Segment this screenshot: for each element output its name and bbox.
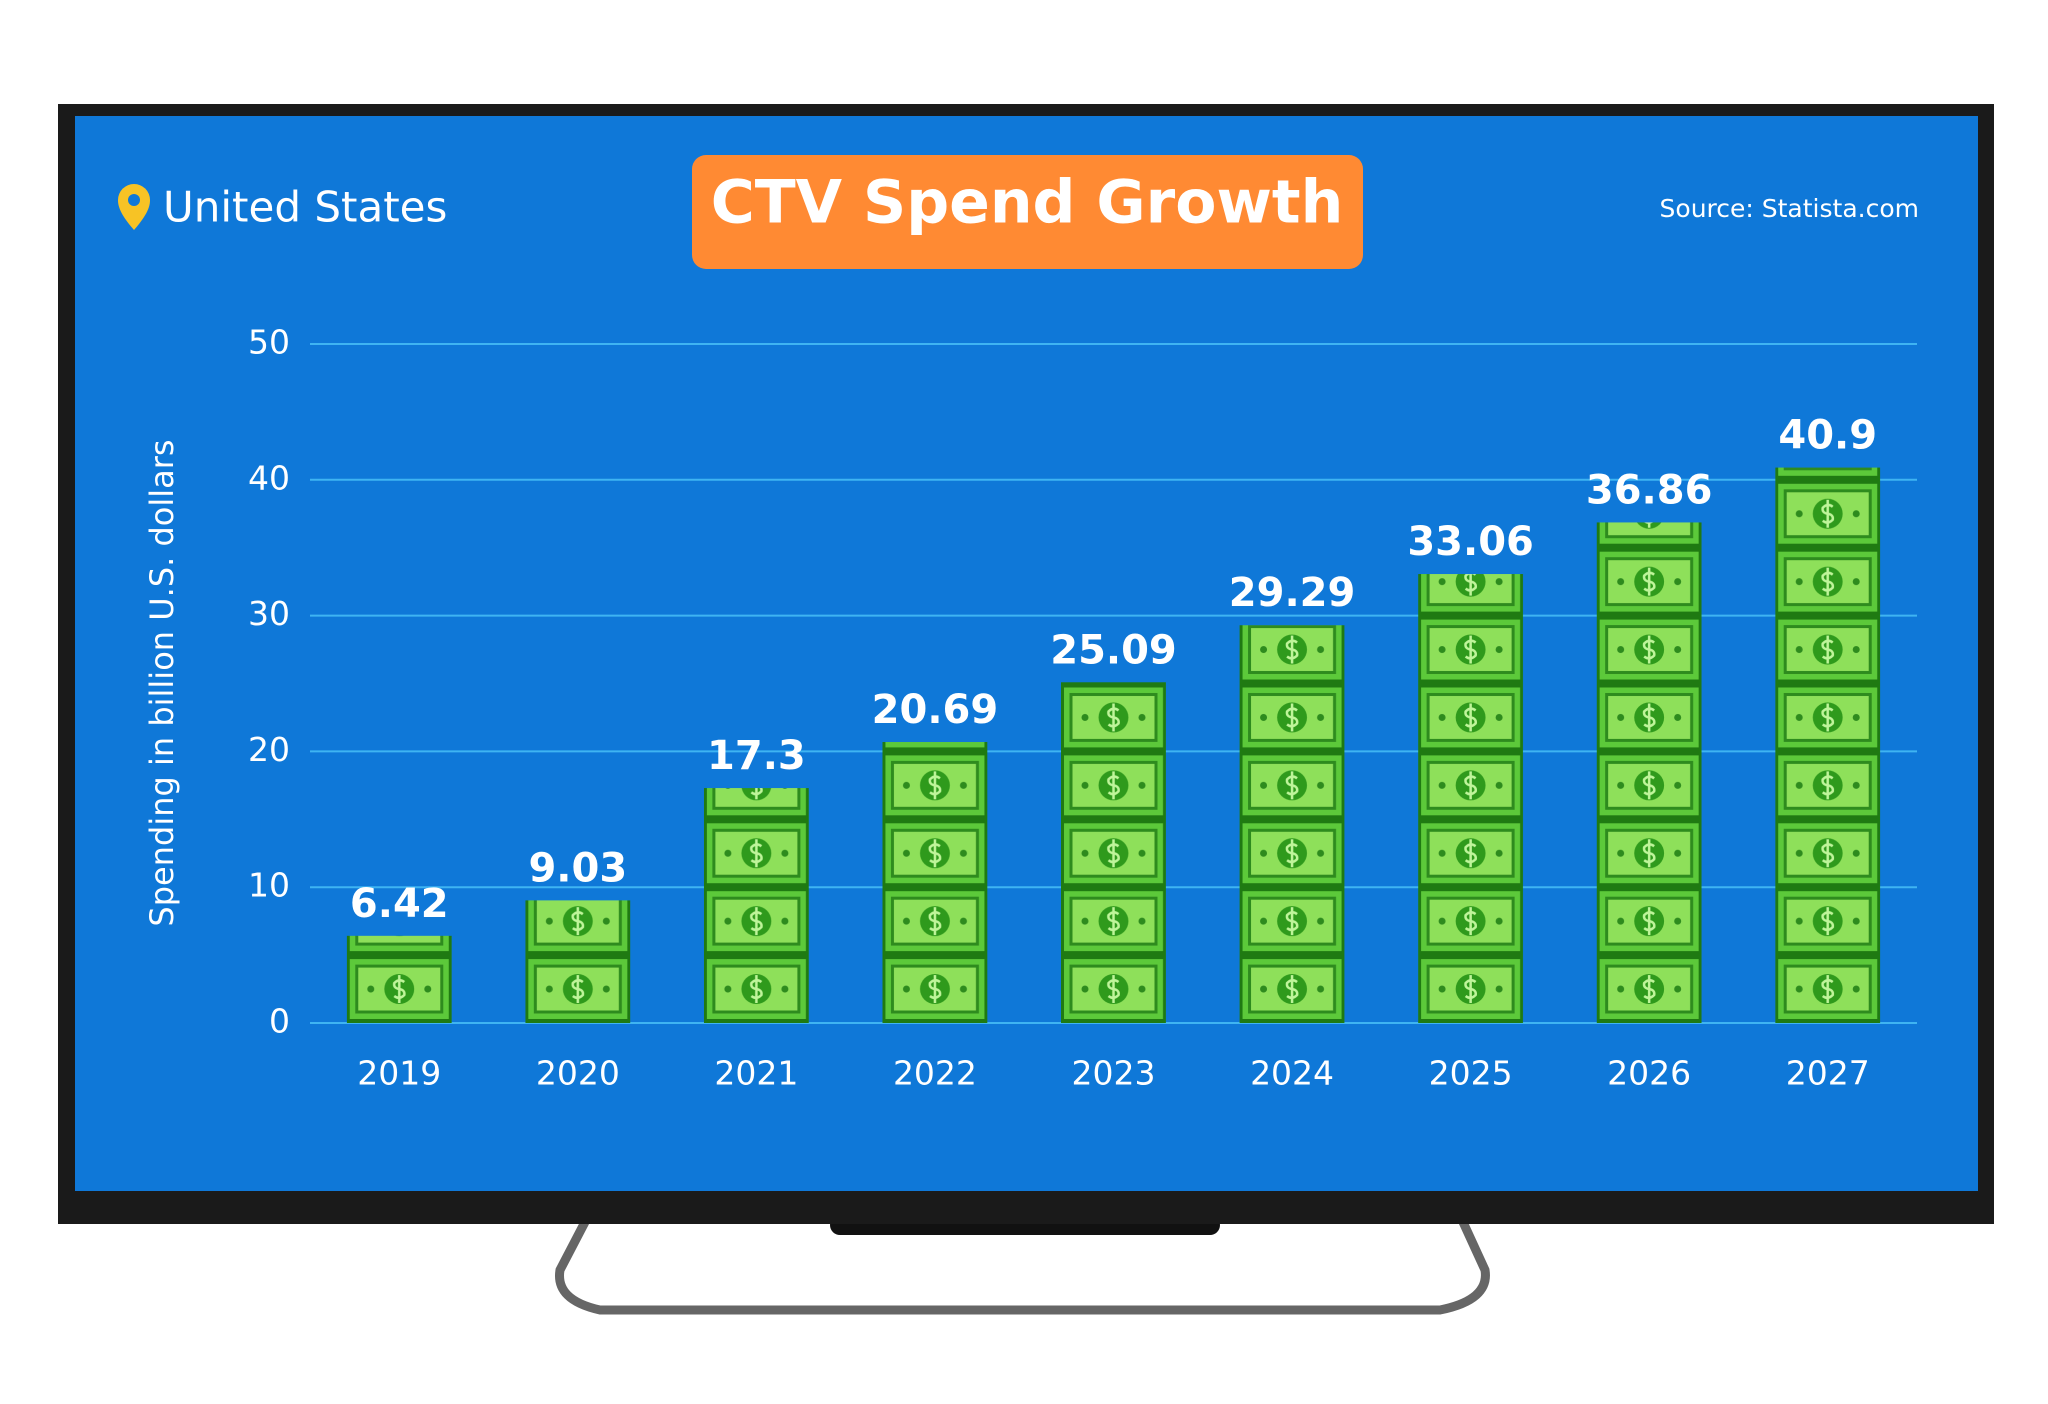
bar	[1239, 625, 1345, 1023]
y-tick-label: 50	[248, 323, 290, 362]
x-tick-label: 2022	[893, 1054, 977, 1093]
bar	[1061, 682, 1166, 1023]
bar	[525, 900, 631, 1023]
x-tick-label: 2021	[714, 1054, 798, 1093]
value-label: 25.09	[1050, 627, 1177, 673]
x-tick-label: 2020	[536, 1054, 620, 1093]
value-label: 6.42	[350, 881, 449, 927]
bar	[1596, 522, 1702, 1023]
x-tick-label: 2026	[1607, 1054, 1691, 1093]
location-pin-hole	[128, 194, 140, 206]
value-label: 9.03	[528, 845, 627, 891]
x-tick-label: 2019	[357, 1054, 441, 1093]
bar	[1418, 574, 1524, 1023]
y-tick-label: 30	[248, 594, 290, 633]
chart-title: CTV Spend Growth	[711, 168, 1344, 238]
y-axis-label: Spending in billion U.S. dollars	[143, 439, 181, 926]
x-tick-label: 2027	[1786, 1054, 1870, 1093]
value-label: 33.06	[1407, 519, 1534, 565]
y-tick-label: 40	[248, 458, 290, 497]
y-tick-label: 10	[248, 866, 290, 905]
x-tick-label: 2023	[1072, 1054, 1156, 1093]
bar	[703, 788, 809, 1023]
bar	[346, 935, 452, 1023]
x-tick-label: 2024	[1250, 1054, 1334, 1093]
bar	[882, 742, 988, 1023]
value-label: 40.9	[1778, 413, 1877, 459]
value-label: 20.69	[872, 687, 999, 733]
y-tick-label: 0	[269, 1002, 290, 1041]
bar	[1775, 467, 1881, 1023]
value-label: 29.29	[1229, 570, 1356, 616]
value-label: 36.86	[1586, 467, 1713, 513]
tv-stand	[555, 1219, 1490, 1315]
source: Source: Statista.com	[1660, 194, 1919, 223]
title-box	[692, 155, 1363, 269]
location-pin	[118, 184, 150, 230]
x-tick-label: 2025	[1429, 1054, 1513, 1093]
y-tick-label: 20	[248, 730, 290, 769]
value-label: 17.3	[707, 733, 806, 779]
location: United States	[163, 183, 447, 232]
